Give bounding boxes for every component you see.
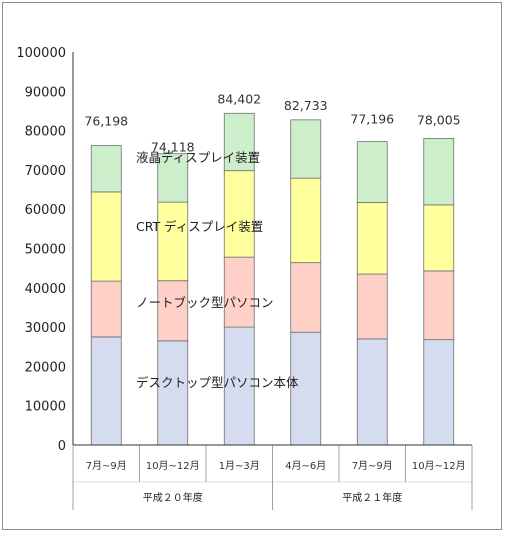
y-tick-label: 80000: [25, 125, 66, 140]
series-label: ノートブック型パソコン: [136, 295, 274, 310]
bar-segment: [90, 280, 122, 338]
bar-segment: [356, 273, 388, 340]
bar-segment: [223, 112, 255, 172]
bar-segment: [290, 177, 322, 264]
bar-segment: [223, 256, 255, 328]
y-axis-ticks: 0 10000 20000 30000 40000 50000 60000 70000 8000…: [16, 46, 66, 454]
bars: [90, 112, 455, 446]
bar-segment: [157, 201, 189, 282]
category-label: 1月~3月: [219, 460, 260, 472]
total-label: 77,196: [350, 112, 394, 127]
category-label: 7月~9月: [86, 460, 127, 472]
total-label: 76,198: [84, 114, 128, 129]
axes: [72, 52, 473, 510]
y-tick-label: 60000: [25, 203, 66, 218]
bar-segment: [157, 340, 189, 446]
y-tick-label: 40000: [25, 282, 66, 297]
bar-segment: [290, 262, 322, 333]
bar-segment: [223, 326, 255, 446]
total-label: 82,733: [284, 98, 328, 113]
y-tick-label: 90000: [25, 85, 66, 100]
bar-segment: [356, 202, 388, 275]
bar-segment: [290, 119, 322, 179]
category-label: 4月~6月: [285, 460, 326, 472]
bar-segment: [90, 145, 122, 193]
bar-segment: [356, 338, 388, 446]
y-tick-label: 100000: [16, 46, 66, 61]
bar-segment: [423, 204, 455, 272]
total-labels: 76,198 74,118 84,402 82,733 77,196 78,005: [84, 91, 460, 154]
category-label: 10月~12月: [146, 460, 200, 472]
bar-segment: [356, 141, 388, 203]
series-label: CRT ディスプレイ装置: [136, 219, 263, 234]
bar-segment: [423, 138, 455, 206]
bar-segment: [423, 270, 455, 341]
category-label: 10月~12月: [412, 460, 466, 472]
y-tick-label: 50000: [25, 243, 66, 258]
y-tick-label: 70000: [25, 164, 66, 179]
bar-segment: [223, 170, 255, 258]
bar-segment: [90, 191, 122, 282]
y-tick-label: 20000: [25, 360, 66, 375]
category-labels: 7月~9月 10月~12月 1月~3月 4月~6月 7月~9月 10月~12月: [86, 460, 466, 472]
series-label: デスクトップ型パソコン本体: [136, 375, 299, 390]
bar-segment: [157, 280, 189, 342]
total-label: 78,005: [417, 112, 461, 127]
group-label: 平成２１年度: [342, 491, 402, 504]
total-label: 74,118: [151, 140, 195, 155]
y-tick-label: 30000: [25, 321, 66, 336]
total-label: 84,402: [217, 91, 261, 106]
y-tick-label: 10000: [25, 400, 66, 415]
group-labels: 平成２０年度 平成２１年度: [143, 491, 403, 504]
group-label: 平成２０年度: [143, 491, 203, 504]
bar-segment: [90, 336, 122, 446]
bar-segment: [157, 153, 189, 203]
category-label: 7月~9月: [352, 460, 393, 472]
series-label: 液晶ディスプレイ装置: [136, 150, 260, 165]
bar-segment: [423, 339, 455, 446]
y-tick-label: 0: [58, 439, 66, 454]
